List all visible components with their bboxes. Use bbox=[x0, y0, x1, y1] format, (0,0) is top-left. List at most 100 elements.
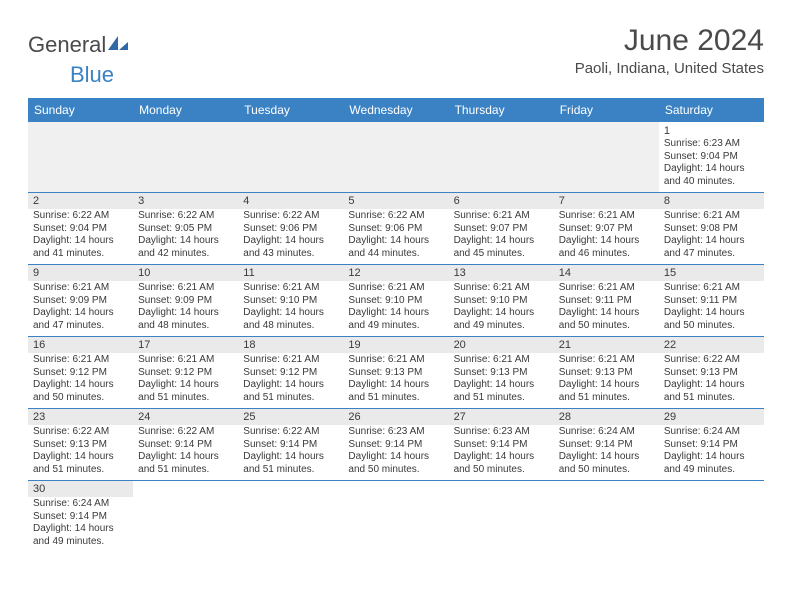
cell-day2: and 50 minutes. bbox=[33, 392, 128, 405]
day-number: 22 bbox=[659, 337, 764, 353]
day-number: 9 bbox=[28, 265, 133, 281]
day-number: 14 bbox=[554, 265, 659, 281]
day-number: 20 bbox=[449, 337, 554, 353]
cell-sunset: Sunset: 9:13 PM bbox=[33, 439, 128, 452]
cell-sunrise: Sunrise: 6:21 AM bbox=[454, 354, 549, 367]
day-header: Thursday bbox=[449, 98, 554, 122]
day-number: 15 bbox=[659, 265, 764, 281]
calendar-cell: 9Sunrise: 6:21 AMSunset: 9:09 PMDaylight… bbox=[28, 265, 133, 337]
calendar-cell bbox=[238, 122, 343, 193]
cell-day1: Daylight: 14 hours bbox=[243, 451, 338, 464]
day-number: 24 bbox=[133, 409, 238, 425]
cell-sunset: Sunset: 9:13 PM bbox=[348, 367, 443, 380]
day-header: Sunday bbox=[28, 98, 133, 122]
calendar-cell: 19Sunrise: 6:21 AMSunset: 9:13 PMDayligh… bbox=[343, 337, 448, 409]
cell-day2: and 47 minutes. bbox=[33, 320, 128, 333]
cell-day2: and 51 minutes. bbox=[138, 392, 233, 405]
cell-day1: Daylight: 14 hours bbox=[559, 379, 654, 392]
cell-sunset: Sunset: 9:07 PM bbox=[454, 223, 549, 236]
calendar-cell: 10Sunrise: 6:21 AMSunset: 9:09 PMDayligh… bbox=[133, 265, 238, 337]
cell-sunset: Sunset: 9:06 PM bbox=[243, 223, 338, 236]
calendar-cell: 13Sunrise: 6:21 AMSunset: 9:10 PMDayligh… bbox=[449, 265, 554, 337]
calendar-row: 30Sunrise: 6:24 AMSunset: 9:14 PMDayligh… bbox=[28, 481, 764, 553]
cell-sunrise: Sunrise: 6:21 AM bbox=[243, 354, 338, 367]
cell-sunrise: Sunrise: 6:23 AM bbox=[454, 426, 549, 439]
location: Paoli, Indiana, United States bbox=[575, 60, 764, 77]
cell-sunset: Sunset: 9:14 PM bbox=[454, 439, 549, 452]
day-header: Saturday bbox=[659, 98, 764, 122]
cell-sunrise: Sunrise: 6:24 AM bbox=[33, 498, 128, 511]
cell-sunset: Sunset: 9:14 PM bbox=[559, 439, 654, 452]
calendar-cell bbox=[449, 481, 554, 553]
cell-day1: Daylight: 14 hours bbox=[664, 307, 759, 320]
cell-day1: Daylight: 14 hours bbox=[348, 451, 443, 464]
cell-day1: Daylight: 14 hours bbox=[559, 451, 654, 464]
cell-sunrise: Sunrise: 6:21 AM bbox=[454, 210, 549, 223]
cell-day2: and 45 minutes. bbox=[454, 248, 549, 261]
cell-sunset: Sunset: 9:14 PM bbox=[243, 439, 338, 452]
calendar-cell: 1Sunrise: 6:23 AMSunset: 9:04 PMDaylight… bbox=[659, 122, 764, 193]
cell-sunrise: Sunrise: 6:21 AM bbox=[664, 282, 759, 295]
calendar-cell: 2Sunrise: 6:22 AMSunset: 9:04 PMDaylight… bbox=[28, 193, 133, 265]
cell-sunrise: Sunrise: 6:24 AM bbox=[559, 426, 654, 439]
cell-sunset: Sunset: 9:13 PM bbox=[559, 367, 654, 380]
calendar-table: Sunday Monday Tuesday Wednesday Thursday… bbox=[28, 98, 764, 553]
cell-sunrise: Sunrise: 6:22 AM bbox=[33, 426, 128, 439]
cell-day2: and 49 minutes. bbox=[664, 464, 759, 477]
calendar-row: 9Sunrise: 6:21 AMSunset: 9:09 PMDaylight… bbox=[28, 265, 764, 337]
cell-day2: and 50 minutes. bbox=[664, 320, 759, 333]
cell-sunrise: Sunrise: 6:21 AM bbox=[33, 354, 128, 367]
cell-day1: Daylight: 14 hours bbox=[348, 379, 443, 392]
cell-day1: Daylight: 14 hours bbox=[454, 235, 549, 248]
day-header: Tuesday bbox=[238, 98, 343, 122]
cell-sunset: Sunset: 9:14 PM bbox=[138, 439, 233, 452]
cell-sunrise: Sunrise: 6:21 AM bbox=[138, 354, 233, 367]
cell-day1: Daylight: 14 hours bbox=[664, 235, 759, 248]
cell-day2: and 43 minutes. bbox=[243, 248, 338, 261]
cell-sunrise: Sunrise: 6:22 AM bbox=[243, 426, 338, 439]
calendar-cell: 15Sunrise: 6:21 AMSunset: 9:11 PMDayligh… bbox=[659, 265, 764, 337]
calendar-cell: 16Sunrise: 6:21 AMSunset: 9:12 PMDayligh… bbox=[28, 337, 133, 409]
cell-sunrise: Sunrise: 6:21 AM bbox=[348, 282, 443, 295]
cell-sunrise: Sunrise: 6:21 AM bbox=[559, 210, 654, 223]
cell-day2: and 41 minutes. bbox=[33, 248, 128, 261]
cell-sunrise: Sunrise: 6:24 AM bbox=[664, 426, 759, 439]
calendar-cell bbox=[343, 481, 448, 553]
cell-day1: Daylight: 14 hours bbox=[138, 307, 233, 320]
cell-sunrise: Sunrise: 6:23 AM bbox=[348, 426, 443, 439]
calendar-cell: 3Sunrise: 6:22 AMSunset: 9:05 PMDaylight… bbox=[133, 193, 238, 265]
day-number: 7 bbox=[554, 193, 659, 209]
cell-day1: Daylight: 14 hours bbox=[33, 235, 128, 248]
cell-sunset: Sunset: 9:14 PM bbox=[664, 439, 759, 452]
day-number: 28 bbox=[554, 409, 659, 425]
day-number: 27 bbox=[449, 409, 554, 425]
cell-sunset: Sunset: 9:10 PM bbox=[454, 295, 549, 308]
cell-sunset: Sunset: 9:08 PM bbox=[664, 223, 759, 236]
cell-day1: Daylight: 14 hours bbox=[243, 379, 338, 392]
day-number: 12 bbox=[343, 265, 448, 281]
calendar-cell: 21Sunrise: 6:21 AMSunset: 9:13 PMDayligh… bbox=[554, 337, 659, 409]
cell-sunrise: Sunrise: 6:22 AM bbox=[348, 210, 443, 223]
calendar-row: 23Sunrise: 6:22 AMSunset: 9:13 PMDayligh… bbox=[28, 409, 764, 481]
cell-day1: Daylight: 14 hours bbox=[138, 451, 233, 464]
day-number: 13 bbox=[449, 265, 554, 281]
brand-name-part1: General bbox=[28, 32, 106, 57]
day-number: 5 bbox=[343, 193, 448, 209]
calendar-cell: 29Sunrise: 6:24 AMSunset: 9:14 PMDayligh… bbox=[659, 409, 764, 481]
calendar-cell: 11Sunrise: 6:21 AMSunset: 9:10 PMDayligh… bbox=[238, 265, 343, 337]
cell-day2: and 50 minutes. bbox=[559, 464, 654, 477]
day-number: 18 bbox=[238, 337, 343, 353]
cell-day2: and 51 minutes. bbox=[243, 392, 338, 405]
day-number: 25 bbox=[238, 409, 343, 425]
cell-day1: Daylight: 14 hours bbox=[454, 451, 549, 464]
cell-day1: Daylight: 14 hours bbox=[454, 307, 549, 320]
cell-day1: Daylight: 14 hours bbox=[33, 307, 128, 320]
day-number: 3 bbox=[133, 193, 238, 209]
cell-day2: and 40 minutes. bbox=[664, 176, 759, 189]
calendar-row: 2Sunrise: 6:22 AMSunset: 9:04 PMDaylight… bbox=[28, 193, 764, 265]
cell-day1: Daylight: 14 hours bbox=[33, 379, 128, 392]
calendar-cell: 5Sunrise: 6:22 AMSunset: 9:06 PMDaylight… bbox=[343, 193, 448, 265]
day-header: Wednesday bbox=[343, 98, 448, 122]
cell-sunset: Sunset: 9:10 PM bbox=[348, 295, 443, 308]
calendar-cell: 22Sunrise: 6:22 AMSunset: 9:13 PMDayligh… bbox=[659, 337, 764, 409]
